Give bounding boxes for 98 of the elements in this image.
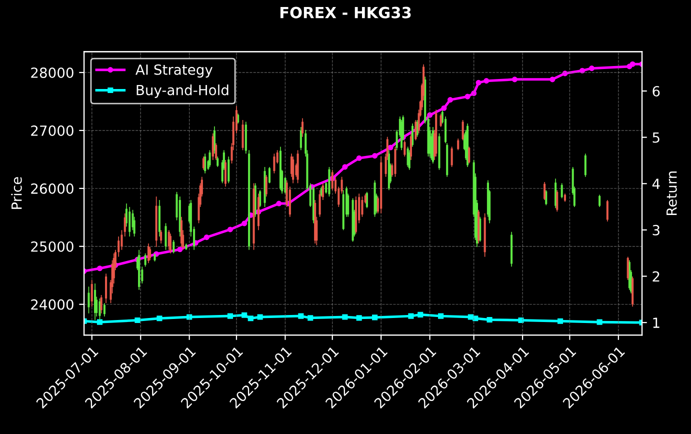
y-tick-label: 28000 [31, 67, 74, 78]
point [177, 246, 183, 252]
legend-label: Buy-and-Hold [136, 84, 228, 98]
y2-tick-label: 5 [652, 132, 660, 143]
y2-tick-label: 3 [652, 224, 660, 236]
point [486, 316, 492, 323]
point [580, 68, 586, 74]
candlestick [90, 280, 93, 308]
candlestick [105, 273, 108, 304]
candlestick [144, 252, 146, 268]
point [408, 313, 414, 319]
candlestick [440, 113, 442, 128]
candlestick [208, 150, 211, 168]
point [242, 312, 248, 318]
point [471, 90, 477, 96]
point [468, 314, 474, 320]
candlestick [361, 196, 364, 218]
candlestick [331, 169, 334, 191]
point [518, 317, 524, 324]
point [418, 312, 424, 318]
candlestick [560, 182, 563, 199]
candlestick [98, 298, 101, 320]
candlestick [216, 156, 219, 168]
candlestick [202, 156, 205, 170]
candlestick [88, 286, 90, 314]
point [156, 316, 162, 322]
candlestick [300, 126, 302, 151]
candlestick [457, 138, 460, 151]
candlestick [450, 146, 453, 168]
point [557, 318, 564, 324]
candlestick [164, 222, 167, 250]
candlestick [626, 256, 629, 280]
point [356, 315, 362, 321]
point [298, 313, 304, 319]
point [372, 153, 378, 159]
candlestick [462, 120, 464, 141]
candlestick [301, 118, 304, 138]
point [512, 76, 518, 82]
candlestick [228, 156, 230, 184]
point [472, 316, 478, 322]
candlestick [556, 190, 558, 212]
candlestick [606, 200, 608, 222]
point [550, 76, 556, 82]
y2-axis-title: Return [666, 171, 677, 216]
candlestick [149, 246, 152, 261]
candlestick [468, 146, 470, 164]
candlestick [212, 132, 214, 160]
candlestick [268, 166, 271, 184]
point [227, 226, 233, 232]
point [476, 80, 482, 86]
point [630, 61, 636, 67]
y2-tick-label: 2 [652, 271, 660, 282]
point [342, 314, 348, 320]
y-tick-label: 26000 [31, 183, 74, 194]
point [134, 317, 140, 324]
candlestick [103, 302, 106, 317]
point [276, 200, 282, 206]
y2-tick-label: 1 [653, 318, 660, 328]
point [447, 97, 454, 103]
point [186, 314, 192, 320]
point [438, 313, 444, 319]
y2-tick-label: 6 [652, 86, 660, 96]
candlestick [224, 160, 227, 188]
candlestick [242, 120, 244, 151]
point [308, 315, 314, 321]
candlestick [100, 294, 102, 314]
point [588, 66, 594, 72]
point [248, 316, 254, 322]
y2-tick-label: 4 [652, 178, 660, 189]
chart-title: FOREX - HKG33 [280, 6, 411, 18]
point [96, 319, 103, 325]
point [464, 94, 470, 100]
candlestick [273, 153, 276, 174]
point [484, 78, 490, 84]
y-tick-label: 24000 [31, 299, 74, 310]
point [242, 220, 248, 226]
point [441, 105, 447, 111]
candlestick [584, 153, 586, 178]
point [204, 234, 210, 240]
candlestick [128, 206, 131, 237]
candlestick [598, 194, 601, 208]
candlestick [160, 230, 162, 244]
point [427, 112, 433, 118]
legend-label: AI Strategy [136, 64, 213, 78]
candlestick [404, 140, 406, 157]
point [342, 164, 348, 170]
y-axis-title: Price [11, 177, 22, 209]
point [596, 319, 602, 325]
point [96, 266, 103, 272]
y-tick-label: 27000 [31, 125, 74, 136]
candlestick [292, 156, 294, 184]
point [356, 155, 362, 161]
point [257, 314, 263, 320]
point [372, 314, 378, 320]
point [227, 313, 233, 319]
candlestick [172, 240, 175, 254]
y-tick-label: 25000 [31, 241, 74, 252]
point [388, 144, 394, 150]
